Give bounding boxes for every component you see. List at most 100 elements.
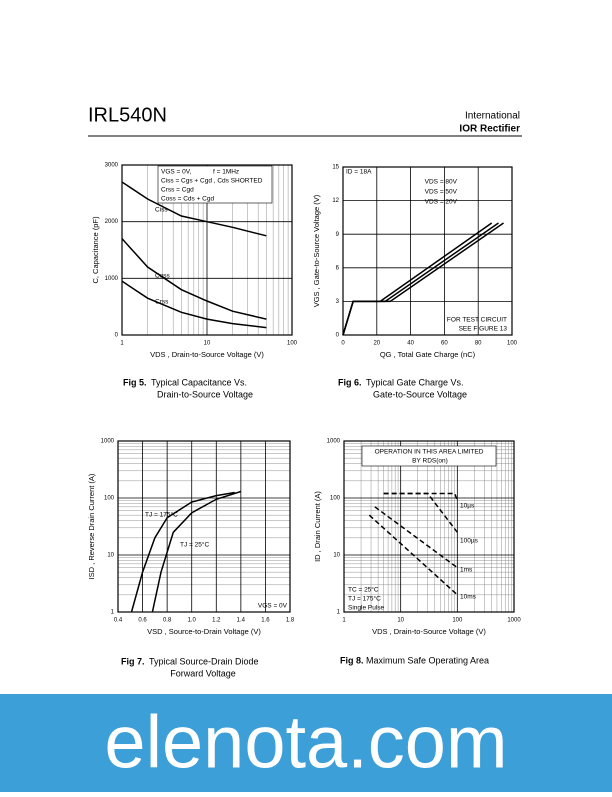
x-axis-title: VSD , Source-to-Drain Voltage (V) [147, 627, 261, 636]
x-tick-label: 1000 [507, 618, 521, 624]
series-label: 1ms [460, 567, 473, 574]
series-line [374, 506, 458, 569]
x-tick-label: 1.4 [237, 618, 246, 624]
y-tick-label: 1000 [101, 439, 115, 445]
series-line [151, 490, 242, 613]
series-label: VDS = 50V [425, 189, 458, 196]
y-axis-title: ISD , Reverse Drain Current (A) [87, 473, 96, 579]
caption-text: Forward Voltage [170, 668, 236, 678]
annotation: VGS = 0V [258, 603, 288, 610]
annotation: OPERATION IN THIS AREA LIMITED [375, 449, 484, 456]
doc-title: IRL540N [88, 104, 167, 126]
y-tick-label: 0 [115, 333, 119, 339]
series-label: 100µs [460, 538, 479, 545]
caption-text: Maximum Safe Operating Area [366, 655, 489, 665]
x-axis-title: QG , Total Gate Charge (nC) [380, 350, 476, 359]
x-tick-label: 100 [507, 341, 518, 347]
x-tick-label: 40 [407, 341, 414, 347]
annotation-box [157, 165, 273, 204]
caption-text: Typical Gate Charge Vs. [366, 377, 464, 387]
y-tick-label: 3 [336, 299, 340, 305]
annotation: Single Pulse [348, 605, 385, 612]
y-tick-label: 0 [336, 333, 340, 339]
y-tick-label: 1 [337, 610, 341, 616]
x-axis-title: VDS , Drain-to-Source Voltage (V) [150, 350, 264, 359]
footer-brand: elenota.com [104, 701, 507, 784]
annotation: TC = 25°C [348, 586, 379, 594]
x-tick-label: 1.8 [286, 618, 295, 624]
y-tick-label: 15 [332, 165, 339, 171]
y-tick-label: 9 [336, 232, 340, 238]
plot-frame [343, 440, 515, 613]
caption-text: Typical Capacitance Vs. [151, 377, 247, 387]
x-tick-label: 80 [475, 341, 482, 347]
series-label: TJ = 175°C [145, 511, 178, 519]
series-label: VDS = 80V [425, 179, 458, 186]
x-tick-label: 1.0 [188, 618, 197, 624]
annotation: f = 1MHz [213, 169, 239, 176]
logo-line: International [465, 111, 520, 122]
x-tick-label: 1.6 [261, 618, 270, 624]
y-tick-label: 2000 [105, 219, 119, 225]
y-tick-label: 1000 [327, 439, 341, 445]
series-line [383, 492, 458, 533]
y-axis-title: ID , Drain Current (A) [313, 491, 322, 562]
series-line [121, 238, 267, 320]
plot-frame [342, 166, 513, 336]
annotation: ID = 18A [346, 169, 372, 176]
y-tick-label: 1 [111, 610, 115, 616]
x-tick-label: 100 [287, 341, 298, 347]
caption-label: Fig 6. [338, 377, 362, 387]
y-tick-label: 6 [336, 265, 340, 271]
series-line [342, 222, 493, 336]
caption-label: Fig 7. [121, 656, 145, 666]
y-axis-title: C, Capacitance (pF) [91, 216, 100, 284]
caption-label: Fig 5. [123, 377, 147, 387]
y-tick-label: 12 [332, 198, 339, 204]
caption-text: Drain-to-Source Voltage [157, 389, 253, 399]
annotation: Coss = Cds + Cgd [161, 196, 214, 203]
plot-frame [121, 164, 293, 336]
series-line [121, 280, 267, 329]
series-label: Ciss [155, 207, 168, 214]
caption-text: Typical Source-Drain Diode [149, 656, 259, 666]
y-tick-label: 1000 [105, 276, 119, 282]
x-tick-label: 60 [441, 341, 448, 347]
series-line [368, 514, 458, 596]
x-tick-label: 10 [204, 341, 211, 347]
series-label: VDS = 20V [425, 199, 458, 206]
caption-label: Fig 8. [340, 655, 364, 665]
logo-line: IOR Rectifier [459, 124, 520, 135]
x-tick-label: 1.2 [212, 618, 221, 624]
annotation: Ciss = Cgs + Cgd , Cds SHORTED [161, 178, 263, 185]
annotation: TJ = 175°C [348, 595, 381, 603]
annotation: VGS = 0V, [161, 169, 191, 176]
x-tick-label: 0.4 [114, 618, 123, 624]
footer-banner [0, 694, 612, 792]
series-label: 10µs [460, 503, 475, 510]
x-tick-label: 100 [452, 618, 463, 624]
annotation: FOR TEST CIRCUIT [447, 317, 507, 324]
y-tick-label: 100 [330, 496, 341, 502]
x-tick-label: 10 [397, 618, 404, 624]
x-tick-label: 1 [120, 341, 124, 347]
y-tick-label: 10 [107, 553, 114, 559]
y-tick-label: 100 [104, 496, 115, 502]
y-axis-title: VGS , Gate-to-Source Voltage (V) [312, 194, 321, 307]
y-tick-label: 10 [333, 553, 340, 559]
series-label: Coss [155, 273, 171, 280]
x-axis-title: VDS , Drain-to-Source Voltage (V) [372, 627, 486, 636]
series-line [383, 492, 459, 501]
y-tick-label: 3000 [105, 163, 119, 169]
annotation: SEE FIGURE 13 [459, 326, 508, 333]
x-tick-label: 1 [342, 618, 346, 624]
x-tick-label: 0.8 [163, 618, 172, 624]
series-label: Crss [155, 299, 169, 306]
x-tick-label: 0 [341, 341, 345, 347]
x-tick-label: 0.6 [138, 618, 147, 624]
annotation: Crss = Cgd [161, 187, 194, 194]
annotation: BY RDS(on) [412, 458, 448, 465]
x-tick-label: 20 [373, 341, 380, 347]
series-line [121, 181, 267, 237]
